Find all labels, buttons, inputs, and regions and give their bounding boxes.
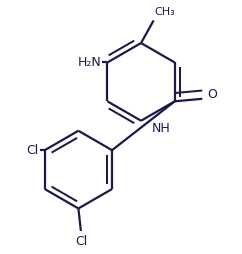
Text: CH₃: CH₃ [155, 7, 176, 18]
Text: H₂N: H₂N [77, 56, 101, 69]
Text: O: O [207, 88, 217, 101]
Text: Cl: Cl [75, 235, 87, 248]
Text: NH: NH [152, 122, 171, 135]
Text: Cl: Cl [26, 144, 38, 157]
